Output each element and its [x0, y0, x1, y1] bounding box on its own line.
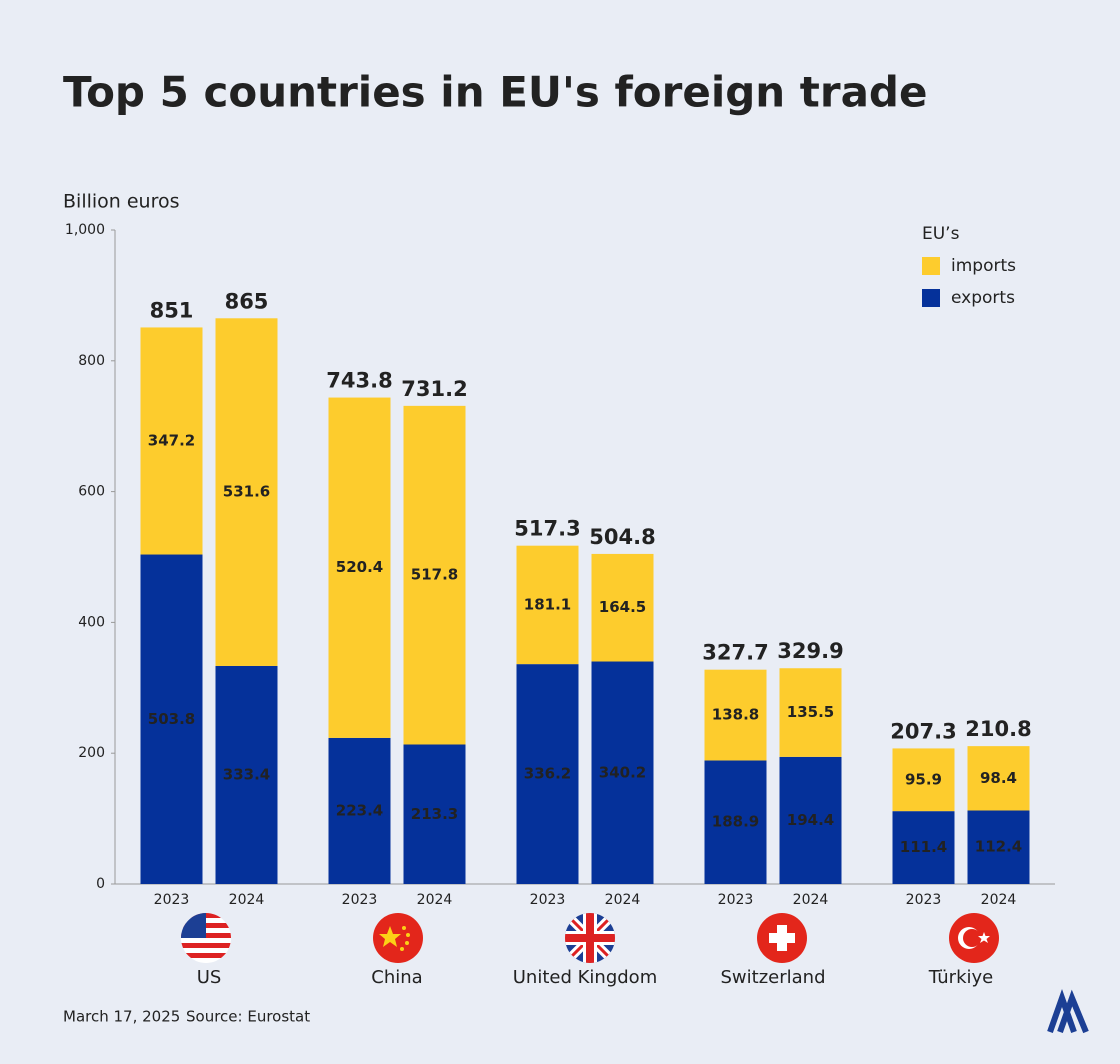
value-label: 333.4 — [223, 765, 270, 783]
bar-segment — [516, 664, 579, 884]
bar-segment — [967, 746, 1030, 811]
y-tick-label: 200 — [78, 745, 105, 761]
group-label: US — [197, 967, 222, 988]
chart-title: Top 5 countries in EU's foreign trade — [63, 68, 928, 117]
bar-segment — [215, 318, 278, 666]
y-tick-label: 800 — [78, 353, 105, 369]
flag-china — [373, 913, 423, 963]
x-tick-label: 2023 — [154, 892, 190, 908]
total-label: 504.8 — [589, 525, 655, 549]
y-tick-label: 0 — [96, 876, 105, 892]
bar-segment — [591, 553, 654, 662]
value-label: 336.2 — [524, 765, 571, 783]
x-tick-label: 2023 — [530, 892, 566, 908]
legend-swatch — [922, 257, 940, 275]
value-label: 135.5 — [787, 703, 834, 721]
y-axis-label: Billion euros — [63, 191, 180, 213]
value-label: 213.3 — [411, 805, 458, 823]
bar-segment — [215, 665, 278, 884]
total-label: 210.8 — [965, 717, 1031, 741]
value-label: 188.9 — [712, 813, 759, 831]
bar-segment — [704, 669, 767, 761]
group-label: Switzerland — [721, 967, 826, 988]
legend-label: exports — [951, 288, 1015, 308]
group-label: United Kingdom — [513, 967, 657, 988]
flag-switzerland — [757, 913, 807, 963]
value-label: 164.5 — [599, 598, 646, 616]
x-tick-label: 2024 — [793, 892, 829, 908]
y-tick-label: 400 — [78, 614, 105, 630]
value-label: 340.2 — [599, 763, 646, 781]
total-label: 327.7 — [702, 641, 768, 665]
bar-segment — [967, 810, 1030, 884]
value-label: 98.4 — [980, 769, 1017, 787]
flag-uk — [565, 913, 615, 963]
logo — [1047, 988, 1089, 1034]
total-label: 851 — [150, 298, 194, 322]
value-label: 520.4 — [336, 558, 383, 576]
flag-turkiye — [949, 913, 999, 963]
total-label: 329.9 — [777, 639, 843, 663]
x-tick-label: 2024 — [981, 892, 1017, 908]
bar-segment — [140, 327, 203, 555]
legend-swatch — [922, 289, 940, 307]
value-label: 517.8 — [411, 566, 458, 584]
value-label: 531.6 — [223, 483, 270, 501]
bar-segment — [328, 397, 391, 738]
x-tick-label: 2023 — [342, 892, 378, 908]
value-label: 194.4 — [787, 811, 834, 829]
value-label: 112.4 — [975, 838, 1022, 856]
bar-segment — [779, 756, 842, 884]
value-label: 503.8 — [148, 710, 195, 728]
flags — [181, 913, 999, 963]
x-tick-label: 2023 — [906, 892, 942, 908]
flag-us — [181, 913, 231, 963]
value-label: 138.8 — [712, 706, 759, 724]
total-label: 743.8 — [326, 369, 392, 393]
bar-segment — [892, 811, 955, 884]
x-tick-label: 2024 — [417, 892, 453, 908]
bar-segment — [403, 405, 466, 745]
bar-segment — [140, 554, 203, 884]
legend-label: imports — [951, 256, 1016, 276]
footer-date: March 17, 2025 — [63, 1008, 180, 1026]
group-label: Türkiye — [928, 967, 994, 988]
total-label: 517.3 — [514, 517, 580, 541]
group-label: China — [371, 967, 422, 988]
x-tick-label: 2023 — [718, 892, 754, 908]
value-label: 347.2 — [148, 431, 195, 449]
value-label: 223.4 — [336, 801, 383, 819]
total-label: 207.3 — [890, 719, 956, 743]
x-tick-label: 2024 — [605, 892, 641, 908]
bar-segment — [779, 668, 842, 757]
bar-segment — [704, 760, 767, 884]
x-tick-label: 2024 — [229, 892, 265, 908]
total-label: 731.2 — [401, 377, 467, 401]
y-tick-label: 600 — [78, 484, 105, 500]
bar-segment — [328, 737, 391, 884]
bar-segment — [892, 748, 955, 812]
value-label: 181.1 — [524, 595, 571, 613]
legend-title: EU’s — [922, 224, 960, 244]
bar-segment — [516, 545, 579, 665]
bar-segment — [403, 744, 466, 884]
y-tick-label: 1,000 — [65, 222, 105, 238]
total-label: 865 — [225, 289, 269, 313]
bar-segment — [591, 661, 654, 884]
value-label: 111.4 — [900, 838, 947, 856]
footer-source: Source: Eurostat — [186, 1008, 310, 1026]
value-label: 95.9 — [905, 770, 942, 788]
